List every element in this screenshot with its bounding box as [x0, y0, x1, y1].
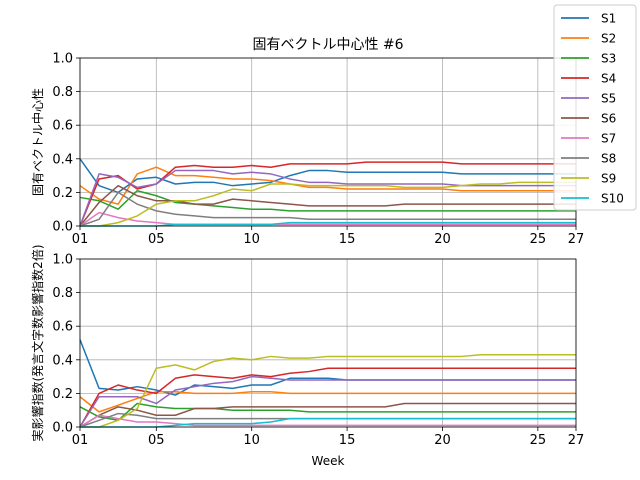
x-tick-label: 25 [530, 232, 547, 247]
x-tick-label: 27 [568, 433, 585, 448]
plot-frame [79, 258, 577, 428]
legend-label-s3: S3 [601, 52, 616, 66]
x-tick-label: 01 [72, 232, 89, 247]
series-line-s3 [79, 189, 576, 212]
legend-label-s6: S6 [601, 112, 616, 126]
x-tick-label: 10 [243, 433, 260, 448]
y-tick-label: 0.0 [52, 421, 73, 436]
x-tick-label: 15 [339, 232, 356, 247]
legend-label-s8: S8 [601, 152, 616, 166]
series-line-s9 [80, 354, 576, 428]
legend-label-s4: S4 [601, 72, 616, 86]
y-axis-label: 実影響指数(発言文字数影響指数2倍) [30, 245, 45, 442]
y-tick-label: 0.2 [52, 186, 73, 201]
series-line-s6 [79, 184, 576, 227]
y-tick-label: 0.4 [52, 353, 73, 368]
x-tick-label: 05 [148, 232, 165, 247]
chart-title: 固有ベクトル中心性 #6 [252, 37, 403, 53]
x-tick-label: 05 [148, 433, 165, 448]
series-line-s2 [79, 166, 576, 205]
legend-label-s2: S2 [601, 32, 616, 46]
y-tick-label: 0.0 [52, 220, 73, 235]
y-tick-label: 0.4 [52, 152, 73, 167]
series-line-s3 [79, 402, 576, 422]
series-line-s8 [79, 191, 576, 227]
series-line-s7 [79, 211, 576, 227]
x-tick-label: 20 [434, 433, 451, 448]
series-line-s10 [80, 221, 576, 227]
series-line-s5 [79, 169, 576, 227]
legend-box [553, 4, 637, 211]
y-tick-label: 0.8 [52, 85, 73, 100]
series-line-s7 [79, 414, 576, 428]
series-line-s5 [79, 375, 576, 428]
legend-label-s1: S1 [601, 12, 616, 26]
y-tick-label: 1.0 [52, 253, 73, 268]
y-tick-label: 0.2 [52, 387, 73, 402]
series-line-s4 [79, 161, 576, 227]
y-axis-label: 固有ベクトル中心性 [30, 88, 45, 196]
series-line-s10 [80, 417, 576, 428]
legend: S1 S2 S3 S4 S5 S6 S7 S8 S9 S10 [553, 4, 637, 211]
legend-label-s9: S9 [601, 172, 616, 186]
x-tick-label: 10 [243, 232, 260, 247]
series-line-s9 [80, 181, 576, 227]
legend-label-s5: S5 [601, 92, 616, 106]
subplot-1: 01 05 10 15 20 25 27 0.0 0.2 0.4 0.6 0.8 1.0 固有ベクトル中心… [30, 37, 584, 247]
x-tick-label: 01 [72, 433, 89, 448]
y-tick-label: 0.6 [52, 119, 73, 134]
series-line-s6 [79, 402, 576, 428]
y-tick-label: 0.8 [52, 286, 73, 301]
y-tick-label: 1.0 [52, 52, 73, 67]
x-tick-label: 15 [339, 433, 356, 448]
series-line-s1 [79, 339, 576, 396]
subplot-2: 01 05 10 15 20 25 27 0.0 0.2 0.4 0.6 0.8 1.0 Week 実影響指… [30, 245, 584, 469]
legend-label-s10: S10 [601, 192, 624, 206]
x-tick-label: 20 [434, 232, 451, 247]
x-axis-label: Week [312, 454, 345, 468]
y-tick-label: 0.6 [52, 320, 73, 335]
series-line-s4 [79, 367, 576, 428]
x-tick-label: 25 [530, 433, 547, 448]
x-tick-label: 27 [568, 232, 585, 247]
legend-label-s7: S7 [601, 132, 616, 146]
series-line-s2 [79, 390, 576, 413]
